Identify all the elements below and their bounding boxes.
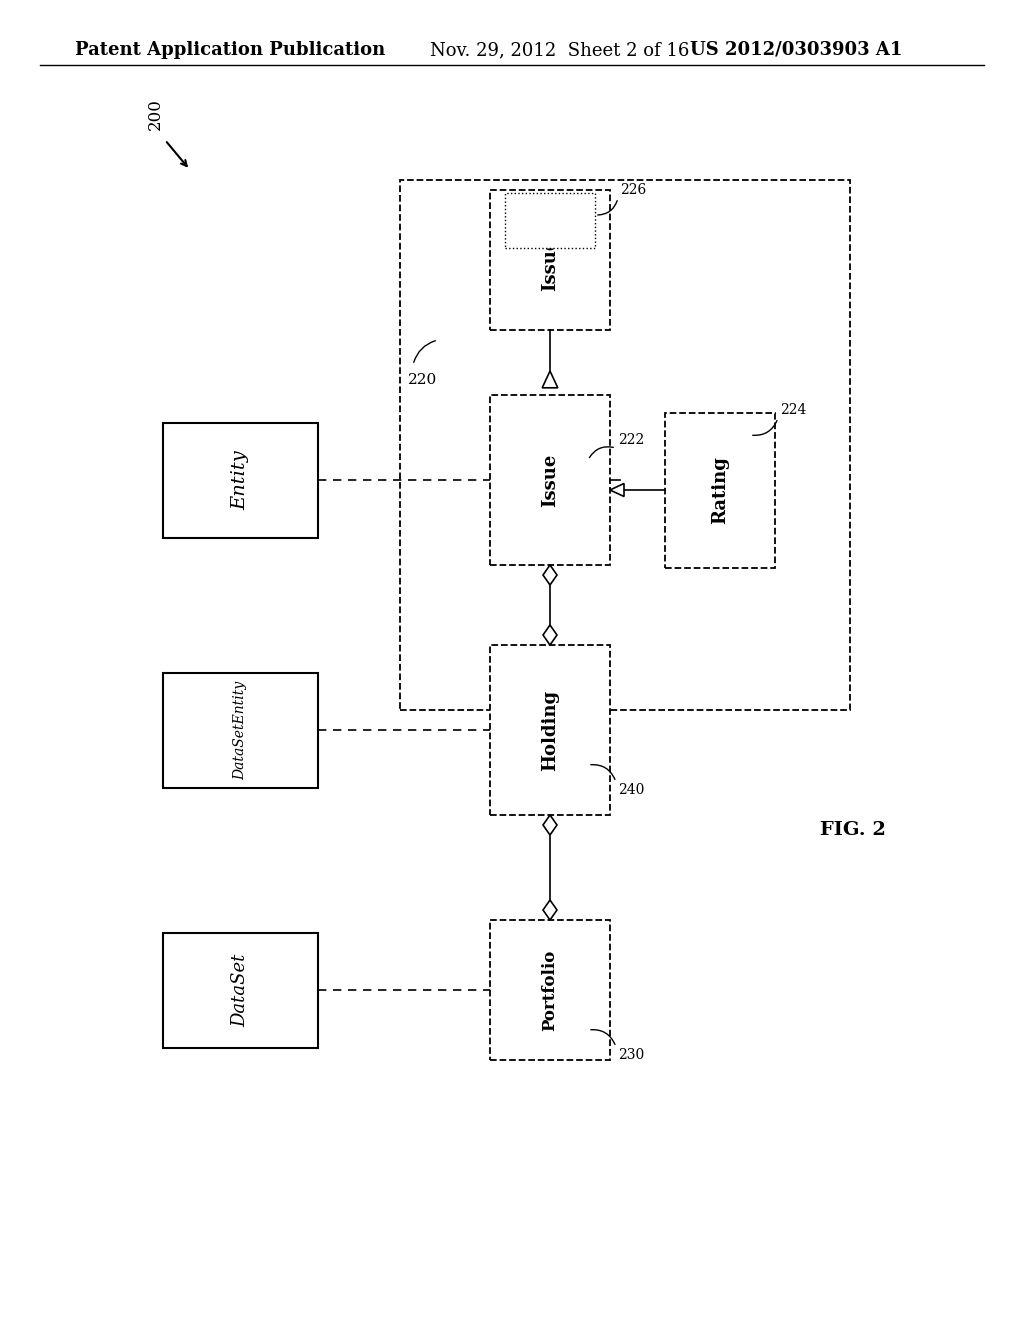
Bar [505, 193, 595, 248]
Bar [163, 932, 317, 1048]
Polygon shape [543, 565, 557, 585]
Text: Entity: Entity [231, 450, 249, 510]
Text: Rating: Rating [711, 457, 729, 524]
Bar [400, 180, 850, 710]
Bar [665, 412, 775, 568]
Text: 240: 240 [618, 783, 644, 797]
Text: Issuer: Issuer [541, 228, 559, 292]
Bar [163, 672, 317, 788]
Polygon shape [542, 371, 558, 388]
Text: Holding: Holding [541, 689, 559, 771]
Bar [490, 395, 610, 565]
Text: Portfolio: Portfolio [542, 949, 558, 1031]
Bar [490, 920, 610, 1060]
Text: 220: 220 [408, 374, 437, 387]
Text: Issue: Issue [541, 453, 559, 507]
Text: 222: 222 [618, 433, 644, 447]
Text: 224: 224 [780, 403, 806, 417]
Text: US 2012/0303903 A1: US 2012/0303903 A1 [690, 41, 902, 59]
Text: 200: 200 [146, 98, 164, 129]
Text: Patent Application Publication: Patent Application Publication [75, 41, 385, 59]
Text: DataSetEntity: DataSetEntity [233, 680, 247, 780]
Polygon shape [610, 483, 624, 496]
Text: 230: 230 [618, 1048, 644, 1063]
Text: DataSet: DataSet [231, 953, 249, 1027]
Bar [163, 422, 317, 537]
Bar [490, 190, 610, 330]
Polygon shape [543, 624, 557, 645]
Text: Nov. 29, 2012  Sheet 2 of 16: Nov. 29, 2012 Sheet 2 of 16 [430, 41, 689, 59]
Bar [490, 645, 610, 814]
Text: FIG. 2: FIG. 2 [820, 821, 886, 840]
Text: 226: 226 [620, 183, 646, 197]
Polygon shape [543, 814, 557, 836]
Polygon shape [543, 900, 557, 920]
